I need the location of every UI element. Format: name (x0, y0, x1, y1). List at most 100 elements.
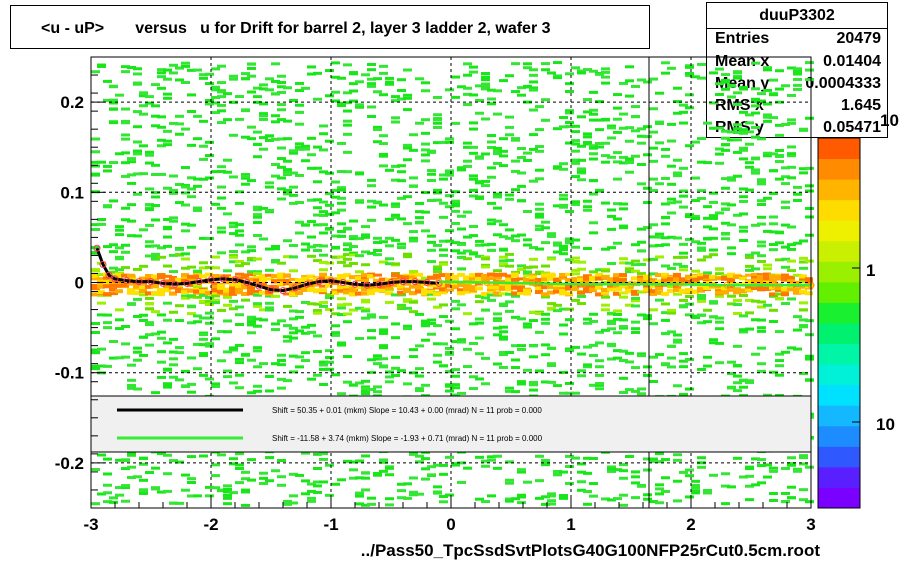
heatmap-cell (697, 276, 705, 281)
heatmap-cell (511, 358, 520, 362)
heatmap-cell (595, 128, 604, 132)
heatmap-cell (469, 234, 478, 238)
heatmap-cell (379, 288, 387, 293)
heatmap-cell (145, 244, 154, 248)
heatmap-cell (247, 179, 256, 183)
heatmap-cell (163, 244, 172, 248)
heatmap-cell (613, 312, 622, 316)
heatmap-cell (445, 352, 454, 356)
heatmap-cell (247, 320, 256, 324)
heatmap-cell (787, 225, 796, 229)
heatmap-cell (589, 270, 598, 274)
heatmap-cell (529, 310, 538, 314)
heatmap-cell (595, 373, 604, 377)
heatmap-cell (733, 70, 742, 74)
heatmap-cell (307, 330, 316, 334)
heatmap-cell (805, 68, 814, 72)
heatmap-cell (283, 255, 292, 259)
heatmap-cell (295, 201, 304, 205)
heatmap-cell (781, 257, 790, 261)
heatmap-cell (727, 386, 736, 390)
heatmap-cell (391, 178, 400, 182)
heatmap-cell (589, 192, 598, 196)
heatmap-cell (337, 260, 346, 264)
heatmap-cell (451, 221, 460, 225)
heatmap-cell (709, 473, 718, 477)
heatmap-cell (793, 67, 802, 71)
heatmap-cell (385, 370, 394, 374)
heatmap-cell (481, 382, 490, 386)
heatmap-cell (337, 103, 346, 107)
heatmap-cell (349, 235, 358, 239)
heatmap-cell (127, 302, 136, 306)
heatmap-cell (403, 273, 412, 277)
heatmap-cell (541, 118, 550, 122)
heatmap-cell (163, 235, 172, 239)
heatmap-cell (547, 290, 555, 295)
heatmap-cell (691, 140, 700, 144)
heatmap-cell (337, 343, 346, 347)
heatmap-cell (415, 272, 423, 277)
heatmap-cell (463, 235, 472, 239)
heatmap-cell (271, 284, 279, 289)
heatmap-cell (751, 97, 760, 101)
heatmap-cell (235, 259, 244, 263)
heatmap-cell (403, 327, 412, 331)
heatmap-cell (433, 121, 442, 125)
heatmap-cell (571, 245, 580, 249)
heatmap-cell (433, 243, 442, 247)
heatmap-cell (205, 295, 214, 299)
heatmap-cell (667, 197, 676, 201)
heatmap-cell (667, 344, 676, 348)
heatmap-cell (619, 326, 628, 330)
heatmap-cell (727, 372, 736, 376)
heatmap-cell (571, 298, 580, 302)
heatmap-cell (259, 117, 268, 121)
heatmap-cell (307, 323, 316, 327)
heatmap-cell (271, 163, 280, 167)
heatmap-cell (739, 225, 748, 229)
heatmap-cell (529, 275, 537, 280)
heatmap-cell (541, 220, 550, 224)
heatmap-cell (127, 276, 136, 280)
heatmap-cell (643, 80, 652, 84)
heatmap-cell (391, 273, 399, 278)
heatmap-cell (469, 194, 478, 198)
heatmap-cell (781, 223, 790, 227)
heatmap-cell (775, 285, 783, 290)
heatmap-cell (733, 344, 742, 348)
heatmap-cell (175, 501, 184, 505)
heatmap-cell (439, 173, 448, 177)
heatmap-cell (211, 294, 220, 298)
heatmap-cell (139, 353, 148, 357)
heatmap-cell (205, 102, 214, 106)
heatmap-cell (91, 246, 100, 250)
series-point-1 (399, 278, 407, 286)
heatmap-cell (595, 341, 604, 345)
heatmap-cell (343, 170, 352, 174)
heatmap-cell (739, 110, 748, 114)
heatmap-cell (661, 476, 670, 480)
heatmap-cell (619, 376, 628, 380)
heatmap-cell (667, 288, 675, 293)
heatmap-cell (655, 501, 664, 505)
heatmap-cell (301, 144, 310, 148)
heatmap-cell (247, 458, 256, 462)
heatmap-cell (295, 310, 304, 314)
heatmap-cell (799, 289, 807, 294)
heatmap-cell (199, 274, 207, 279)
heatmap-cell (115, 228, 124, 232)
heatmap-cell (451, 393, 460, 397)
heatmap-cell (277, 353, 286, 357)
heatmap-cell (223, 330, 232, 334)
heatmap-cell (457, 85, 466, 89)
heatmap-cell (805, 184, 814, 188)
heatmap-cell (787, 154, 796, 158)
heatmap-cell (655, 120, 664, 124)
heatmap-cell (463, 257, 472, 261)
heatmap-cell (613, 202, 622, 206)
heatmap-cell (295, 315, 304, 319)
heatmap-cell (169, 188, 178, 192)
heatmap-cell (721, 136, 730, 140)
heatmap-cell (367, 199, 376, 203)
